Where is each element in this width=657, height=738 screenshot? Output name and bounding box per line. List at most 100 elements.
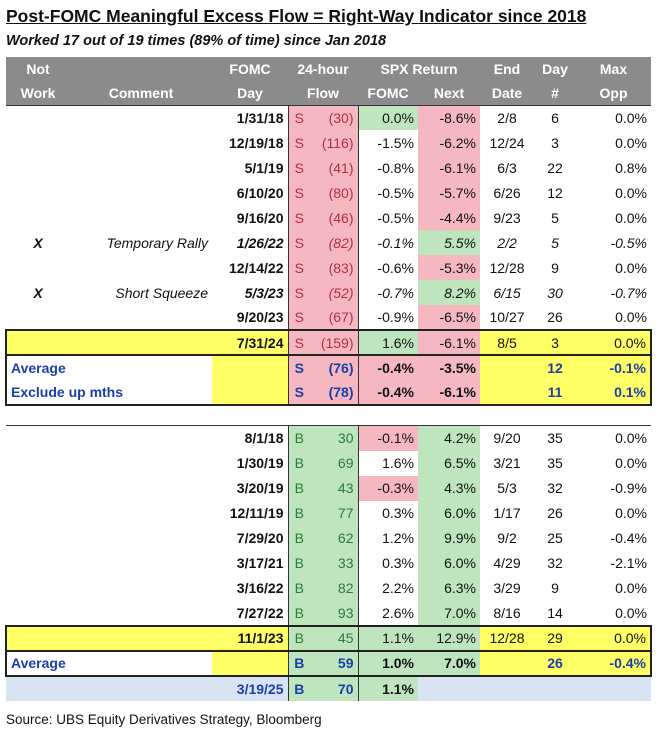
average-blank-cell: [212, 649, 288, 677]
day-num-cell: 29: [534, 624, 576, 651]
header-opp: Opp: [576, 81, 652, 105]
table-row: 7/27/22 B 93 2.6% 7.0% 8/16 14 0.0%: [6, 600, 651, 626]
end-date-cell: 12/24: [489, 134, 525, 151]
average-day-cell: 26: [534, 649, 576, 677]
average-fomc-cell: -0.4%: [358, 355, 418, 380]
end-date-cell: 12/28: [489, 259, 525, 276]
table-row: 3/20/19 B 43 -0.3% 4.3% 5/3 32 -0.9%: [6, 475, 651, 501]
flow-flag-cell: S: [287, 305, 310, 330]
flow-value-cell: (159): [310, 329, 359, 356]
flow-value-cell: (116): [310, 130, 359, 155]
flow-value-cell: (80): [310, 180, 359, 205]
not-work-cell: X: [33, 284, 43, 301]
flow-flag-cell: S: [287, 205, 310, 230]
not-work-cell: [6, 425, 70, 451]
header-comment-top: [70, 57, 212, 81]
spx-next-cell: -5.7%: [418, 180, 481, 205]
flow-flag-cell: B: [287, 450, 310, 476]
day-num-cell: 9: [551, 580, 559, 596]
flow-flag-cell: S: [287, 329, 310, 356]
flow-flag-cell: B: [287, 675, 310, 701]
day-num-cell: 30: [547, 284, 563, 301]
day-num-cell: 5: [551, 234, 559, 251]
header-day-num: #: [534, 81, 577, 105]
not-work-cell: [5, 329, 70, 356]
source-note: Source: UBS Equity Derivatives Strategy,…: [6, 712, 322, 727]
blank-cell: [418, 675, 480, 701]
spx-fomc-cell: 1.2%: [382, 530, 414, 546]
end-date-cell: 3/21: [493, 455, 521, 471]
buy-signal-table: 8/1/18 B 30 -0.1% 4.2% 9/20 35 0.0% 1/30/19 B 69 1.…: [5, 425, 652, 701]
fomc-day-cell: 3/16/22: [236, 580, 284, 596]
max-opp-cell: 0.0%: [615, 184, 648, 201]
spx-fomc-cell: 2.2%: [382, 580, 414, 596]
average-blank-cell: [212, 355, 288, 380]
flow-value-cell: (82): [310, 230, 359, 255]
table-row: 8/1/18 B 30 -0.1% 4.2% 9/20 35 0.0%: [6, 425, 651, 451]
table-row: 1/30/19 B 69 1.6% 6.5% 3/21 35 0.0%: [6, 450, 651, 476]
flow-flag-cell: B: [287, 500, 310, 526]
table-row: 3/17/21 B 33 0.3% 6.0% 4/29 32 -2.1%: [6, 550, 651, 576]
sell-signal-table: Not FOMC 24-hour SPX Return End Day Max …: [5, 57, 653, 406]
flow-value-cell: 93: [310, 600, 359, 626]
end-date-cell: 9/2: [497, 530, 517, 546]
average-label-cell: Exclude up mths: [5, 380, 212, 406]
table-row: 7/29/20 B 62 1.2% 9.9% 9/2 25 -0.4%: [6, 525, 651, 551]
comment-cell: [70, 205, 212, 230]
average-next-cell: 7.0%: [418, 649, 480, 677]
blank-cell: [480, 675, 534, 701]
blank-cell: [576, 675, 651, 701]
average-day-cell: 12: [534, 355, 577, 380]
fomc-day-cell: 7/27/22: [236, 604, 284, 621]
table-row: 7/31/24 S (159) 1.6% -6.1% 8/5 3 0.0%: [5, 329, 653, 356]
day-num-cell: 14: [547, 604, 563, 621]
fomc-day-cell: 5/3/23: [244, 284, 284, 301]
fomc-day-cell: 12/14/22: [229, 259, 284, 276]
flow-value-cell: (67): [310, 305, 359, 330]
day-num-cell: 9: [551, 259, 559, 276]
spx-fomc-cell: -0.3%: [358, 475, 418, 501]
not-work-cell: [6, 551, 70, 576]
flow-value-cell: 69: [310, 450, 359, 476]
max-opp-cell: 0.0%: [615, 309, 648, 325]
average-next-cell: -6.1%: [418, 380, 481, 406]
spx-fomc-cell: 0.0%: [358, 104, 418, 130]
flow-value-cell: 82: [310, 575, 359, 601]
flow-value-cell: (30): [310, 104, 359, 130]
flow-value-cell: 30: [310, 425, 359, 451]
flow-value-cell: (41): [310, 155, 359, 180]
end-date-cell: 6/26: [493, 184, 521, 201]
header-spx-next: Next: [418, 81, 481, 105]
fomc-day-cell: 9/16/20: [236, 209, 284, 226]
average-flow-cell: (78): [310, 380, 359, 406]
flow-flag-cell: S: [287, 180, 310, 205]
fomc-day-cell: 3/19/25: [212, 675, 288, 701]
flow-value-cell: 77: [310, 500, 359, 526]
not-work-cell: [6, 451, 70, 476]
average-next-cell: -3.5%: [418, 355, 481, 380]
max-opp-cell: 0.0%: [615, 259, 648, 276]
comment-cell: Temporary Rally: [106, 234, 208, 251]
header-flow-label: Flow: [288, 81, 358, 105]
flow-flag-cell: S: [287, 130, 310, 155]
page-title: Post-FOMC Meaningful Excess Flow = Right…: [6, 6, 587, 26]
end-date-cell: 5/3: [497, 480, 517, 496]
spx-fomc-cell: 1.1%: [358, 675, 418, 701]
max-opp-cell: -0.7%: [610, 284, 648, 301]
average-row: Average S (76) -0.4% -3.5% 12 -0.1%: [5, 355, 653, 380]
spx-next-cell: 6.3%: [418, 575, 480, 601]
average-flow-cell: 59: [310, 649, 359, 677]
end-date-cell: 8/16: [493, 604, 521, 621]
flow-flag-cell: B: [287, 525, 310, 551]
flow-flag-cell: S: [287, 230, 310, 255]
not-work-cell: [6, 501, 70, 526]
fomc-day-cell: 12/19/18: [229, 134, 284, 151]
not-work-cell: [6, 305, 70, 330]
not-work-cell: X: [33, 234, 43, 251]
max-opp-cell: -2.1%: [610, 555, 647, 571]
table-row: 9/20/23 S (67) -0.9% -6.5% 10/27 26 0.0%: [6, 305, 651, 330]
end-date-cell: 6/3: [497, 159, 517, 176]
comment-cell: [70, 451, 212, 476]
comment-cell: [70, 425, 212, 451]
spx-next-cell: 4.2%: [418, 425, 480, 451]
